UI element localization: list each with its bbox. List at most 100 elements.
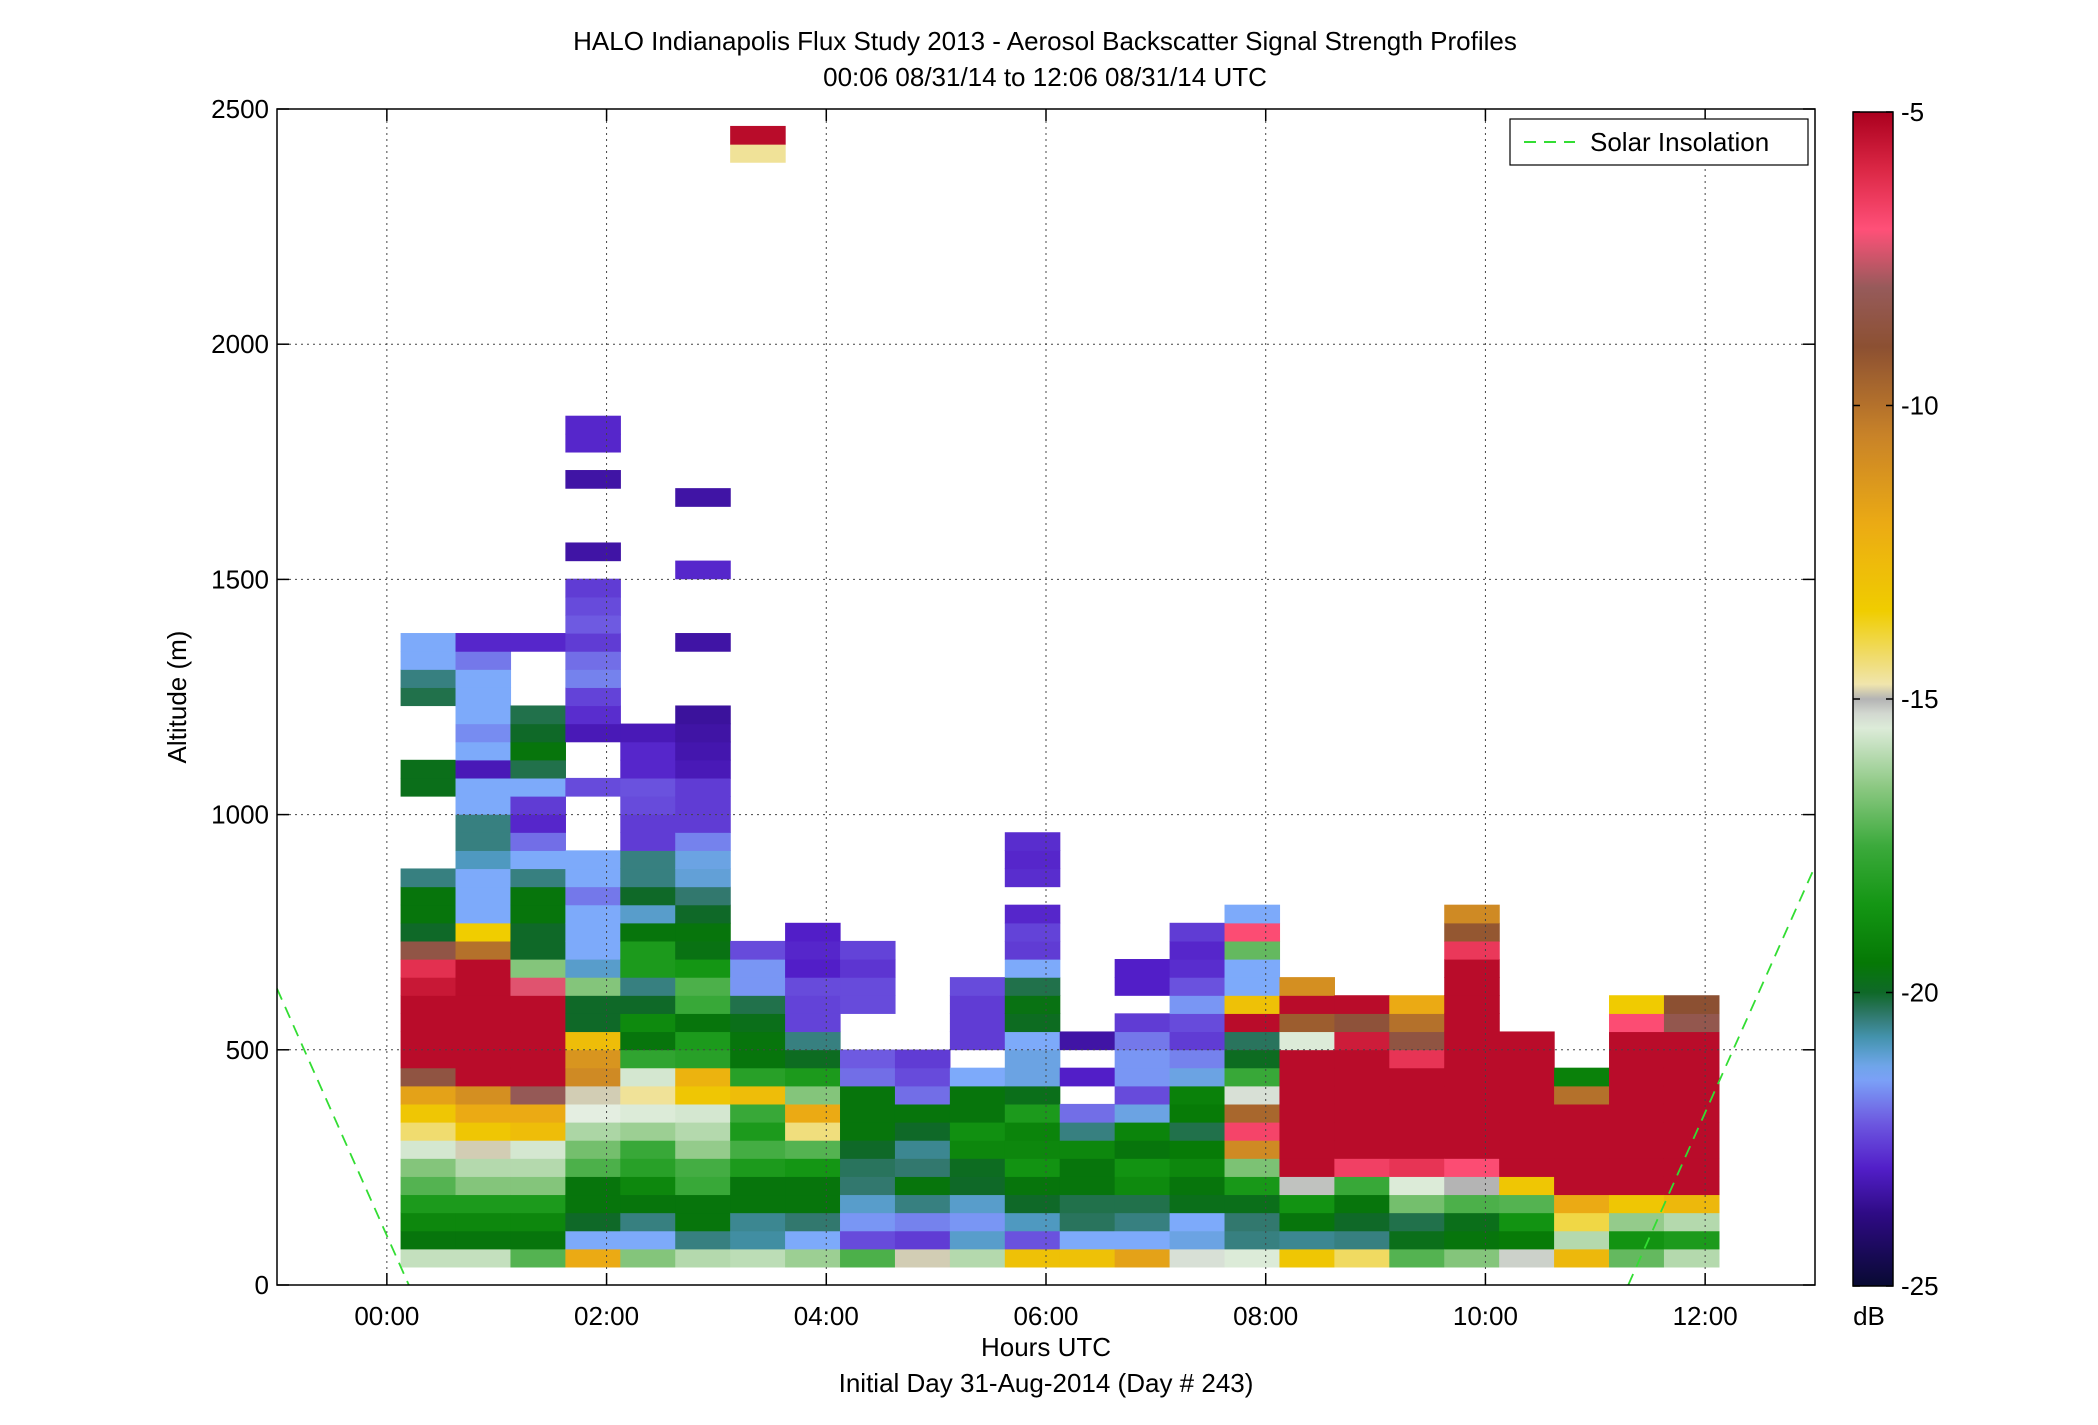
heatmap-cell bbox=[455, 1194, 512, 1214]
heatmap-cell bbox=[1609, 1103, 1665, 1123]
heatmap-cell bbox=[675, 759, 731, 779]
heatmap-cell bbox=[949, 1212, 1006, 1232]
x-tick-label: 04:00 bbox=[794, 1301, 859, 1331]
heatmap-cell bbox=[455, 959, 512, 978]
heatmap-cell bbox=[840, 1140, 896, 1159]
heatmap-cell bbox=[1444, 1194, 1500, 1214]
heatmap-cell bbox=[620, 1230, 676, 1250]
heatmap-cell bbox=[565, 1212, 621, 1232]
colorbar-ticks: -25 -20 -15 -10 -5 bbox=[1853, 97, 1939, 1301]
heatmap-cell bbox=[1004, 850, 1061, 870]
heatmap-cell bbox=[1279, 1194, 1335, 1214]
heatmap-cell bbox=[1114, 1103, 1171, 1123]
heatmap-cell bbox=[1279, 1067, 1335, 1087]
heatmap-cell bbox=[894, 1176, 951, 1196]
heatmap-cell bbox=[620, 1013, 676, 1033]
heatmap-cell bbox=[1609, 1049, 1665, 1069]
y-tick-label: 2000 bbox=[211, 329, 269, 359]
heatmap-cell bbox=[1114, 1049, 1171, 1069]
heatmap-cell bbox=[1663, 1085, 1720, 1105]
heatmap-cell bbox=[1224, 1049, 1281, 1069]
heatmap-cell bbox=[1224, 1122, 1281, 1141]
heatmap-cell bbox=[1389, 1103, 1445, 1123]
heatmap-cell bbox=[840, 1122, 896, 1141]
heatmap-cell bbox=[1224, 977, 1281, 996]
heatmap-cell bbox=[949, 1067, 1006, 1087]
heatmap-cell bbox=[840, 1194, 896, 1214]
chart-subtitle: 00:06 08/31/14 to 12:06 08/31/14 UTC bbox=[823, 62, 1267, 92]
heatmap-cell bbox=[1663, 1248, 1720, 1268]
heatmap-cell bbox=[1334, 1194, 1390, 1214]
heatmap-cell bbox=[1389, 995, 1445, 1014]
legend-entry-solar-insolation: Solar Insolation bbox=[1590, 127, 1769, 157]
heatmap-cell bbox=[1444, 1140, 1500, 1159]
heatmap-cell bbox=[730, 1248, 786, 1268]
heatmap-cell bbox=[565, 1013, 621, 1033]
heatmap-cell bbox=[565, 922, 621, 942]
heatmap-cell bbox=[1114, 1194, 1171, 1214]
heatmap-cell bbox=[1224, 904, 1281, 924]
heatmap-cell bbox=[1279, 1248, 1335, 1268]
heatmap-cell bbox=[949, 1248, 1006, 1268]
heatmap-cell bbox=[455, 922, 512, 942]
heatmap-cell bbox=[1279, 1230, 1335, 1250]
heatmap-cell bbox=[1004, 922, 1061, 942]
heatmap-cell bbox=[1224, 1140, 1281, 1159]
heatmap-cell bbox=[1554, 1085, 1610, 1105]
heatmap-cell bbox=[1444, 940, 1500, 960]
heatmap-cell bbox=[1334, 1013, 1390, 1033]
heatmap-cell bbox=[400, 959, 457, 978]
heatmap-cell bbox=[949, 1031, 1006, 1051]
x-tick-label: 00:00 bbox=[354, 1301, 419, 1331]
heatmap-cell bbox=[675, 560, 731, 580]
heatmap-cell bbox=[455, 1248, 512, 1268]
heatmap-cell bbox=[455, 1013, 512, 1033]
heatmap-cell bbox=[1279, 1103, 1335, 1123]
heatmap-cell bbox=[1499, 1212, 1555, 1232]
heatmap-cell bbox=[620, 868, 676, 888]
heatmap-cell bbox=[785, 1067, 841, 1087]
heatmap-cell bbox=[730, 1013, 786, 1033]
heatmap-cell bbox=[675, 777, 731, 797]
heatmap-cell bbox=[1169, 1049, 1226, 1069]
heatmap-cell bbox=[455, 651, 512, 670]
heatmap-cell bbox=[1114, 1140, 1171, 1159]
x-tick-label: 06:00 bbox=[1013, 1301, 1078, 1331]
heatmap-cell bbox=[1663, 1194, 1720, 1214]
heatmap-cell bbox=[1444, 1248, 1500, 1268]
heatmap-cell bbox=[510, 1067, 566, 1087]
heatmap-cell bbox=[1224, 1103, 1281, 1123]
heatmap-cell bbox=[1554, 1067, 1610, 1087]
heatmap-cell bbox=[455, 741, 512, 761]
heatmap-cell bbox=[455, 1122, 512, 1141]
heatmap-cell bbox=[1224, 995, 1281, 1014]
heatmap-cell bbox=[1334, 1140, 1390, 1159]
heatmap-cell bbox=[1114, 977, 1171, 996]
heatmap-cell bbox=[949, 995, 1006, 1014]
heatmap-cell bbox=[620, 796, 676, 815]
y-axis-label: Altitude (m) bbox=[162, 631, 192, 764]
y-tick-label: 1500 bbox=[211, 564, 269, 594]
heatmap-cell bbox=[1004, 1067, 1061, 1087]
heatmap-cell bbox=[1444, 1031, 1500, 1051]
heatmap-cell bbox=[730, 1085, 786, 1105]
heatmap-cell bbox=[510, 850, 566, 870]
x-tick-label: 12:00 bbox=[1673, 1301, 1738, 1331]
heatmap-cell bbox=[675, 1122, 731, 1141]
heatmap-cell bbox=[400, 922, 457, 942]
heatmap-cell bbox=[675, 1212, 731, 1232]
heatmap-cell bbox=[730, 995, 786, 1014]
heatmap-cell bbox=[620, 1248, 676, 1268]
heatmap-cell bbox=[675, 886, 731, 906]
heatmap-cell bbox=[510, 1122, 566, 1141]
heatmap-cell bbox=[1114, 1122, 1171, 1141]
heatmap-cell bbox=[1554, 1230, 1610, 1250]
heatmap-cell bbox=[1609, 1158, 1665, 1177]
heatmap-cell bbox=[1059, 1122, 1116, 1141]
heatmap-cell bbox=[675, 633, 731, 652]
heatmap-cell bbox=[675, 1085, 731, 1105]
heatmap-cell bbox=[894, 1085, 951, 1105]
heatmap-cell bbox=[455, 977, 512, 996]
heatmap-cell bbox=[1004, 1049, 1061, 1069]
